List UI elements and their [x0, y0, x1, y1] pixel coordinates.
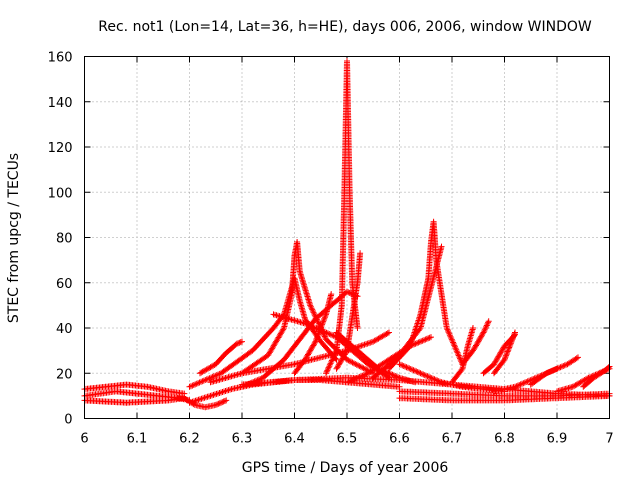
series-arc23	[491, 329, 518, 377]
y-tick-label: 20	[56, 367, 73, 382]
y-tick-label: 60	[56, 277, 73, 292]
x-tick-label: 6.7	[442, 432, 463, 447]
x-axis-label: GPS time / Days of year 2006	[242, 460, 449, 476]
series-arc17	[386, 218, 466, 372]
series-arc11	[323, 58, 361, 377]
series-markers	[491, 329, 518, 377]
grid-lines	[84, 56, 610, 419]
y-tick-label: 160	[48, 51, 73, 66]
series-markers	[239, 329, 392, 377]
series-arc18	[370, 243, 445, 381]
x-tick-label: 7	[605, 432, 613, 447]
chart-title: Rec. not1 (Lon=14, Lat=36, h=HE), days 0…	[98, 19, 592, 35]
series-markers	[323, 58, 361, 377]
series-markers	[370, 243, 445, 381]
series-arc30	[239, 374, 613, 399]
x-tick-label: 6.4	[284, 432, 305, 447]
x-tick-label: 6.8	[494, 432, 515, 447]
series-arc15	[239, 329, 392, 377]
y-axis-label: STEC from upcg / TECUs	[6, 153, 22, 323]
series-markers	[207, 239, 377, 386]
y-tick-label: 120	[48, 141, 73, 156]
axis-ticks: 6 6.1 6.2 6.3 6.4 6.5 6.6 6.7 6.8 6.9 7 0 20 40 60 80 10…	[48, 51, 614, 447]
x-tick-label: 6	[80, 432, 88, 447]
series-arc08	[207, 239, 377, 386]
y-tick-label: 80	[56, 232, 73, 247]
series-markers	[239, 374, 613, 399]
series-markers	[580, 363, 613, 390]
series-arc25	[527, 354, 581, 388]
series-markers	[386, 218, 466, 372]
y-tick-label: 0	[64, 413, 72, 428]
series-arc29	[580, 363, 613, 390]
plot-frame	[84, 56, 610, 419]
data-points	[81, 58, 613, 411]
series-markers	[197, 338, 245, 377]
x-tick-label: 6.3	[232, 432, 253, 447]
x-tick-label: 6.6	[389, 432, 410, 447]
y-tick-label: 140	[48, 96, 73, 111]
series-arc06	[197, 338, 245, 377]
x-tick-label: 6.2	[179, 432, 200, 447]
x-tick-label: 6.5	[337, 432, 358, 447]
series-markers	[527, 354, 581, 388]
x-tick-label: 6.1	[127, 432, 148, 447]
series-markers	[459, 318, 492, 368]
y-tick-label: 40	[56, 322, 73, 337]
series-arc21	[459, 318, 492, 368]
x-tick-label: 6.9	[547, 432, 568, 447]
y-tick-label: 100	[48, 186, 73, 201]
